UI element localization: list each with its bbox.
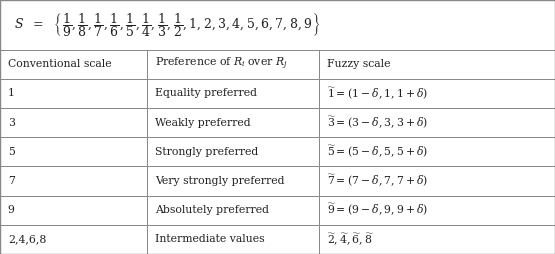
Bar — [319, 196, 555, 225]
Bar — [0, 50, 147, 79]
Bar — [319, 50, 555, 79]
Text: 5: 5 — [8, 147, 14, 157]
Bar — [319, 79, 555, 108]
Bar — [0, 196, 147, 225]
Bar — [0, 0, 555, 50]
Text: $\widetilde{1} = (1-\delta,1,1+\delta)$: $\widetilde{1} = (1-\delta,1,1+\delta)$ — [327, 85, 428, 102]
Text: 7: 7 — [8, 176, 14, 186]
Text: Intermediate values: Intermediate values — [155, 234, 265, 244]
Text: $\widetilde{5} = (5-\delta,5,5+\delta)$: $\widetilde{5} = (5-\delta,5,5+\delta)$ — [327, 144, 428, 160]
Bar — [147, 108, 319, 137]
Bar — [319, 137, 555, 166]
Text: Preference of $R_i$ over $R_j$: Preference of $R_i$ over $R_j$ — [155, 56, 287, 72]
Text: Equality preferred: Equality preferred — [155, 88, 257, 98]
Text: $\widetilde{9} = (9-\delta,9,9+\delta)$: $\widetilde{9} = (9-\delta,9,9+\delta)$ — [327, 202, 428, 218]
Bar — [0, 225, 147, 254]
Text: 2,4,6,8: 2,4,6,8 — [8, 234, 46, 244]
Bar — [319, 108, 555, 137]
Text: 3: 3 — [8, 118, 15, 128]
Bar — [147, 166, 319, 196]
Text: $\widetilde{2},\widetilde{4},\widetilde{6},\widetilde{8}$: $\widetilde{2},\widetilde{4},\widetilde{… — [327, 231, 374, 248]
Text: Strongly preferred: Strongly preferred — [155, 147, 258, 157]
Text: Weakly preferred: Weakly preferred — [155, 118, 250, 128]
Text: $\widetilde{7} = (7-\delta,7,7+\delta)$: $\widetilde{7} = (7-\delta,7,7+\delta)$ — [327, 173, 428, 189]
Text: 9: 9 — [8, 205, 14, 215]
Text: 1: 1 — [8, 88, 15, 98]
Bar — [0, 108, 147, 137]
Bar — [147, 79, 319, 108]
Text: $S \ \ = \ \ \left\{ \dfrac{1}{9} , \dfrac{1}{8} , \dfrac{1}{7} ,\dfrac{1}{6} , : $S \ \ = \ \ \left\{ \dfrac{1}{9} , \dfr… — [14, 11, 320, 39]
Text: Fuzzy scale: Fuzzy scale — [327, 59, 390, 69]
Bar — [147, 50, 319, 79]
Bar — [0, 79, 147, 108]
Text: Conventional scale: Conventional scale — [8, 59, 112, 69]
Text: Absolutely preferred: Absolutely preferred — [155, 205, 269, 215]
Bar — [319, 225, 555, 254]
Bar — [0, 137, 147, 166]
Bar — [147, 225, 319, 254]
Bar — [147, 137, 319, 166]
Bar — [0, 166, 147, 196]
Text: Very strongly preferred: Very strongly preferred — [155, 176, 284, 186]
Text: $\widetilde{3} = (3-\delta,3,3+\delta)$: $\widetilde{3} = (3-\delta,3,3+\delta)$ — [327, 114, 428, 131]
Bar — [319, 166, 555, 196]
Bar — [147, 196, 319, 225]
